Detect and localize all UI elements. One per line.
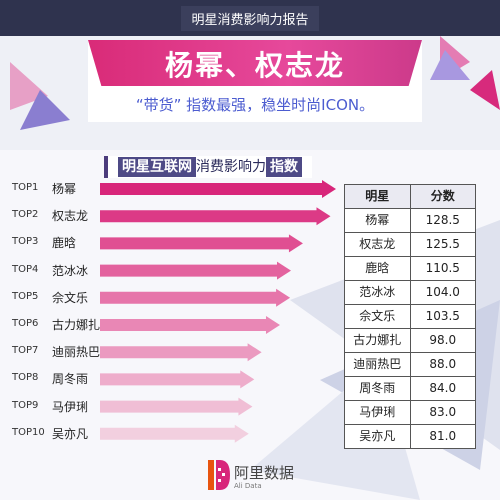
headline-band — [88, 40, 422, 86]
subline: “带货” 指数最强，稳坐时尚ICON。 — [135, 96, 375, 114]
logo-text: 阿里数据 — [234, 464, 295, 482]
table-row: 鹿晗 110.5 — [345, 257, 475, 281]
report-title: 明星消费影响力报告 — [0, 0, 500, 31]
table-cell-score: 98.0 — [429, 333, 457, 347]
bar-6 — [100, 316, 280, 334]
table-cell-star: 迪丽热巴 — [345, 353, 411, 376]
bar-2 — [100, 207, 331, 226]
table-cell-score: 104.0 — [425, 285, 460, 299]
table-cell-star: 范冰冰 — [345, 281, 411, 304]
table-row: 佘文乐 103.5 — [345, 305, 475, 329]
chart-title-rest: 消费影响力 — [196, 159, 266, 175]
bar-4 — [100, 261, 292, 280]
table-cell-score: 110.5 — [425, 261, 460, 275]
bar-9 — [100, 397, 253, 416]
table-cell-score: 84.0 — [429, 381, 457, 395]
table-header-score: 分数 — [410, 185, 475, 208]
table-row: 权志龙 125.5 — [345, 233, 475, 257]
star-name-label: 范冰冰 — [52, 263, 89, 278]
table-header-row: 明星 分数 — [345, 185, 475, 209]
table-cell-score: 81.0 — [429, 429, 457, 443]
chart-title-end: 指数 — [266, 157, 302, 177]
rank-label: TOP6 — [12, 318, 39, 329]
rank-label: TOP10 — [12, 426, 45, 438]
bar-7 — [100, 343, 262, 362]
star-name-label: 迪丽热巴 — [52, 345, 101, 360]
star-name-label: 吴亦凡 — [52, 426, 89, 441]
table-cell-star: 周冬雨 — [345, 377, 411, 400]
bar-5 — [100, 288, 291, 307]
star-name-label: 佘文乐 — [52, 290, 89, 305]
table-cell-score: 125.5 — [425, 237, 460, 251]
bar-1 — [100, 180, 336, 198]
table-cell-star: 权志龙 — [345, 233, 411, 256]
score-table: 明星 分数 杨幂 128.5 权志龙 125.5 鹿晗 110.5 范冰冰 104.0 佘文乐 1… — [344, 184, 476, 449]
rank-label: TOP5 — [12, 290, 39, 302]
table-row: 迪丽热巴 88.0 — [345, 353, 475, 377]
bar-8 — [100, 370, 255, 389]
table-row: 古力娜扎 98.0 — [345, 329, 475, 353]
bar-10 — [100, 424, 249, 443]
rank-label: TOP2 — [12, 209, 39, 221]
table-cell-star: 鹿晗 — [345, 257, 411, 280]
star-name-label: 杨幂 — [52, 182, 77, 196]
star-name-label: 古力娜扎 — [52, 318, 101, 332]
headline-banner: 杨幂、权志龙 “带货” 指数最强，稳坐时尚ICON。 — [88, 40, 422, 122]
table-row: 范冰冰 104.0 — [345, 281, 475, 305]
table-row: 吴亦凡 81.0 — [345, 425, 475, 448]
bar-3 — [100, 234, 303, 253]
chart-title-emphasis: 明星互联网 — [118, 157, 196, 177]
rank-label: TOP1 — [12, 182, 39, 193]
table-cell-star: 马伊琍 — [345, 401, 411, 424]
star-name-label: 鹿晗 — [52, 236, 77, 251]
table-header-star: 明星 — [345, 185, 411, 208]
table-cell-score: 128.5 — [425, 213, 460, 227]
ali-data-logo-mark-icon — [208, 460, 230, 490]
rank-label: TOP7 — [12, 345, 39, 357]
rank-label: TOP3 — [12, 236, 39, 248]
star-name-label: 周冬雨 — [52, 372, 89, 387]
rank-label: TOP8 — [12, 372, 39, 384]
chart-title: 明星互联网 消费影响力 指数 — [104, 156, 312, 178]
table-cell-score: 88.0 — [429, 357, 457, 371]
table-row: 马伊琍 83.0 — [345, 401, 475, 425]
table-cell-score: 103.5 — [425, 309, 460, 323]
star-name-label: 马伊琍 — [52, 399, 89, 414]
rank-label: TOP9 — [12, 399, 39, 411]
headline: 杨幂、权志龙 — [164, 49, 345, 82]
logo-subtext: Ali Data — [234, 482, 262, 490]
table-cell-star: 杨幂 — [345, 209, 411, 232]
table-row: 周冬雨 84.0 — [345, 377, 475, 401]
ali-data-logo: 阿里数据 Ali Data — [208, 460, 318, 494]
table-cell-star: 古力娜扎 — [345, 329, 411, 352]
rank-label: TOP4 — [12, 263, 39, 275]
star-name-label: 权志龙 — [52, 209, 89, 224]
table-cell-star: 佘文乐 — [345, 305, 411, 328]
table-row: 杨幂 128.5 — [345, 209, 475, 233]
table-cell-star: 吴亦凡 — [345, 425, 411, 448]
table-cell-score: 83.0 — [429, 405, 457, 419]
